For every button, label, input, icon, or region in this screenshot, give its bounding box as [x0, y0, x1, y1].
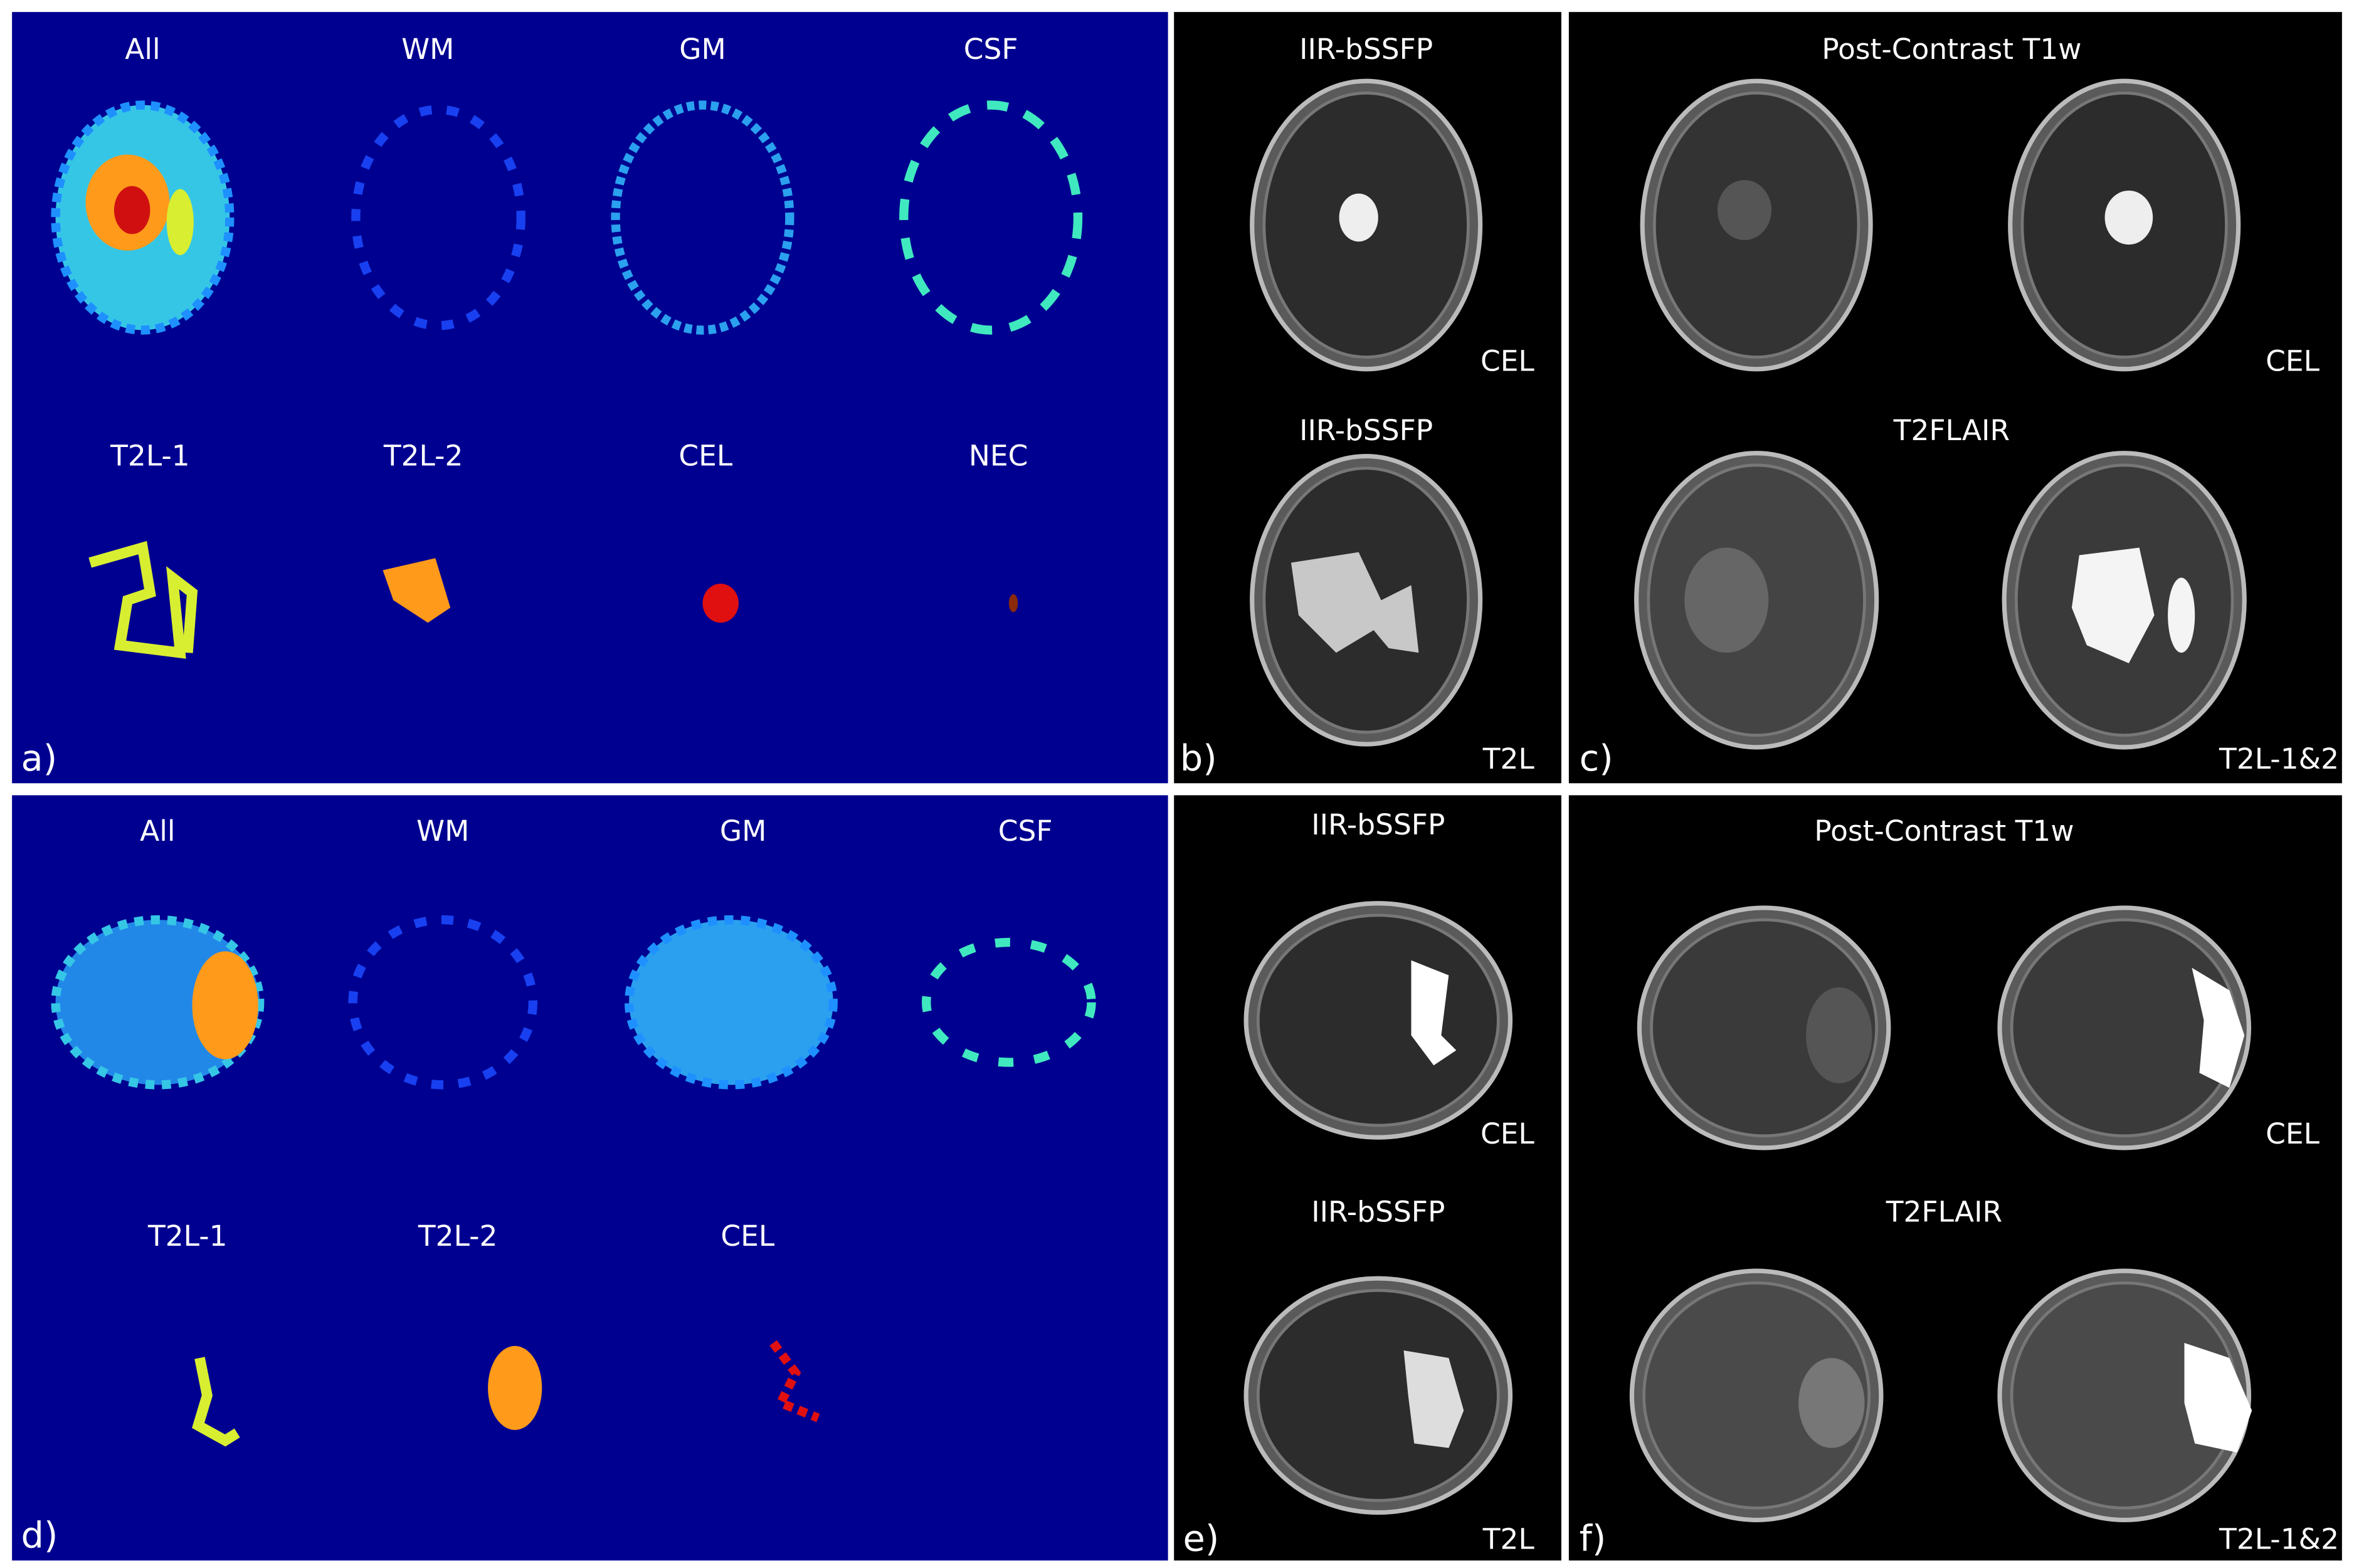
panel-letter: a) — [21, 737, 58, 779]
image-tag: CEL — [1480, 1117, 1534, 1150]
lesion — [1684, 547, 1769, 653]
mask — [2071, 547, 2155, 663]
lesion — [1717, 180, 1772, 240]
segmentation-map — [351, 105, 525, 330]
mask — [2192, 967, 2245, 1088]
panel-letter: d) — [21, 1515, 58, 1557]
panel-letter: e) — [1183, 1518, 1220, 1560]
map-label: GM — [720, 814, 766, 848]
mask — [1339, 193, 1378, 242]
lesion — [88, 540, 198, 659]
panel-letter: f) — [1580, 1518, 1607, 1560]
image-title: T2FLAIR — [1886, 1196, 2002, 1229]
mask — [1290, 552, 1419, 653]
map-label: All — [140, 814, 175, 848]
lesion — [1798, 1357, 1865, 1448]
map-label: CEL — [720, 1219, 774, 1253]
map-label: CSF — [998, 814, 1053, 848]
lesion — [1806, 987, 1872, 1083]
lesion — [192, 951, 258, 1060]
map-label: NEC — [969, 439, 1028, 472]
segmentation-map — [611, 100, 794, 335]
map-label: CEL — [678, 439, 732, 472]
image-tag: CEL — [2266, 1117, 2320, 1150]
segmentation-map — [921, 937, 1096, 1067]
segmentation-map — [899, 100, 1083, 335]
image-tag: T2L — [1482, 742, 1535, 776]
lesion — [769, 1340, 820, 1423]
image-title: Post-Contrast T1w — [1822, 33, 2081, 66]
brain — [1642, 1281, 1871, 1510]
image-title: T2FLAIR — [1893, 414, 2010, 447]
map-label: WM — [401, 33, 454, 66]
lesion — [113, 186, 150, 234]
map-label: CSF — [964, 33, 1018, 66]
brain — [1256, 913, 1500, 1127]
mask — [2104, 190, 2153, 245]
image-title: IIR-bSSFP — [1299, 414, 1433, 447]
panel-d-bg — [12, 795, 1168, 1561]
lesion — [383, 558, 451, 623]
image-tag: CEL — [1480, 345, 1534, 378]
image-tag: CEL — [2266, 345, 2320, 378]
image-tag: T2L-1&2 — [2219, 742, 2339, 776]
map-label: GM — [679, 33, 726, 66]
brain — [1256, 1288, 1500, 1502]
image-title: IIR-bSSFP — [1311, 808, 1445, 841]
mask — [1403, 1350, 1464, 1448]
lesion — [192, 1357, 240, 1447]
map-label: T2L-1 — [110, 439, 190, 472]
brain — [2010, 918, 2239, 1138]
map-label: T2L-2 — [383, 439, 463, 472]
lesion — [166, 189, 194, 255]
image-tag: T2L — [1482, 1522, 1535, 1555]
image-tag: T2L-1&2 — [2219, 1522, 2339, 1555]
map-label: T2L-2 — [418, 1219, 498, 1253]
image-title: Post-Contrast T1w — [1814, 814, 2074, 848]
mask — [2184, 1343, 2252, 1453]
panel-letter: b) — [1180, 737, 1217, 779]
lesion — [1008, 594, 1018, 613]
lesion — [702, 583, 739, 623]
segmentation-map — [348, 915, 538, 1090]
labels: All WM GM CSF T2L-1 T2L-2 CEL NEC a) IIR… — [21, 33, 2340, 1560]
mask — [2168, 577, 2195, 653]
brain — [1650, 918, 1879, 1138]
map-label: WM — [416, 814, 469, 848]
image-title: IIR-bSSFP — [1299, 33, 1433, 66]
segmentation-map — [624, 915, 838, 1090]
mask — [1411, 960, 1457, 1066]
map-label: T2L-1 — [147, 1219, 228, 1253]
images — [51, 78, 2252, 1523]
panel-letter: c) — [1580, 737, 1613, 779]
map-label: All — [125, 33, 160, 66]
image-title: IIR-bSSFP — [1311, 1196, 1445, 1229]
lesion — [488, 1345, 542, 1430]
